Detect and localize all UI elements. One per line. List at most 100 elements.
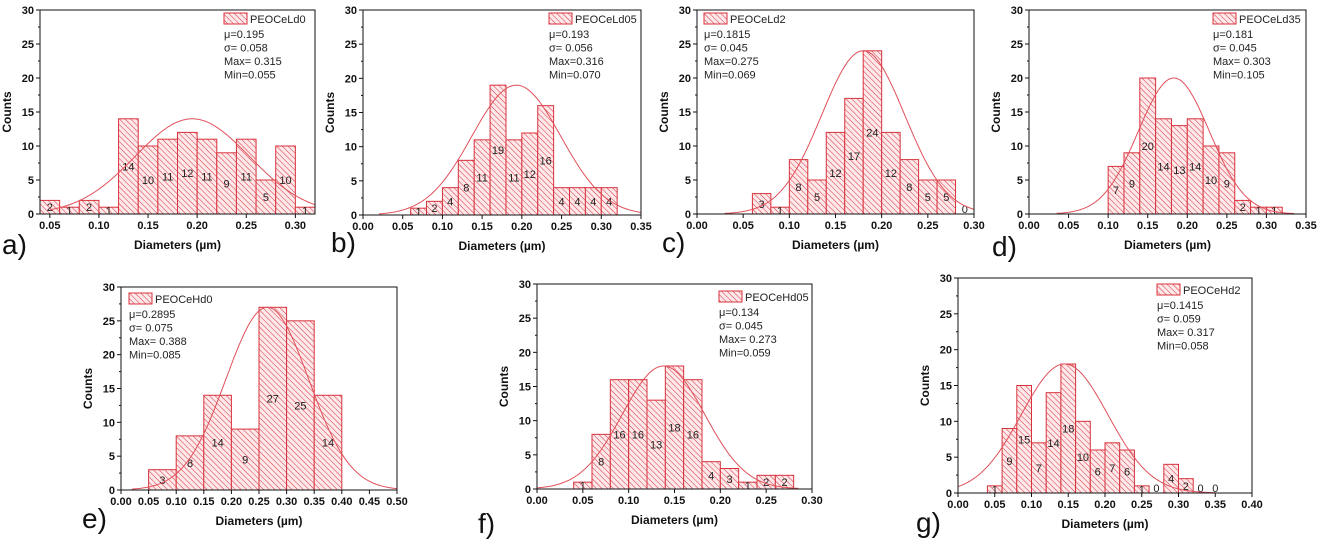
legend-stat: σ= 0.045 xyxy=(719,321,763,333)
y-tick-label: 30 xyxy=(940,273,952,285)
histogram-bar xyxy=(286,320,315,491)
bar-value-label: 8 xyxy=(906,182,912,194)
x-tick-label: 0.35 xyxy=(1205,499,1226,511)
y-tick-label: 0 xyxy=(109,485,115,497)
y-axis-title: Counts xyxy=(81,368,95,410)
bar-value-label: 11 xyxy=(201,172,212,184)
bar-value-label: 17 xyxy=(848,151,860,163)
gaussian-fit-curve xyxy=(536,365,799,489)
legend-swatch xyxy=(718,290,743,303)
gaussian-fit-curve xyxy=(1056,77,1295,214)
bar-value-label: 1 xyxy=(992,484,998,496)
x-tick-label: 0.15 xyxy=(825,220,846,232)
bar-value-label: 11 xyxy=(241,172,252,184)
y-tick-label: 5 xyxy=(351,176,357,188)
x-axis-title: Diameters (µm) xyxy=(134,238,221,252)
x-tick-label: 0.30 xyxy=(1256,220,1277,232)
x-tick-label: 0.10 xyxy=(1021,499,1042,511)
y-tick-label: 10 xyxy=(519,416,531,428)
y-tick-label: 30 xyxy=(345,5,357,17)
y-tick-label: 25 xyxy=(345,39,357,51)
y-tick-label: 10 xyxy=(1011,141,1023,153)
x-tick-label: 0.05 xyxy=(138,496,159,508)
legend-stat: Min=0.105 xyxy=(1213,70,1265,82)
x-tick-label: 0.15 xyxy=(193,496,214,508)
y-tick-label: 15 xyxy=(679,107,691,119)
y-tick-label: 10 xyxy=(679,141,691,153)
x-axis-title: Diameters (µm) xyxy=(1124,238,1211,252)
x-tick-label: 0.00 xyxy=(352,221,373,233)
legend-label: PEOCeLd0 xyxy=(250,14,306,26)
legend-stat: Max= 0.303 xyxy=(1213,56,1271,68)
x-tick-label: 0.25 xyxy=(1216,220,1237,232)
y-tick-label: 30 xyxy=(679,5,691,17)
x-tick-label: 0.10 xyxy=(779,220,800,232)
legend-label: PEOCeLd35 xyxy=(1239,14,1301,26)
y-axis-title: Counts xyxy=(989,91,1003,133)
bar-value-label: 2 xyxy=(1240,202,1246,214)
y-tick-label: 10 xyxy=(22,141,34,153)
legend-stat: Min=0.055 xyxy=(224,70,276,82)
x-tick-label: 0.10 xyxy=(88,220,109,232)
bar-value-label: 16 xyxy=(613,429,625,441)
histogram-bar xyxy=(230,428,260,491)
bar-value-label: 10 xyxy=(1077,452,1089,464)
x-tick-label: 0.30 xyxy=(801,495,822,507)
y-axis-title: Counts xyxy=(323,92,337,134)
legend-stat: Max= 0.273 xyxy=(719,334,777,346)
y-tick-label: 10 xyxy=(103,417,115,429)
histogram-panel: 3 8 14 9 27 25 14 0 5 10 15 20 25 30 0.00 0.05 0.10 0.15 0… xyxy=(81,282,408,534)
x-tick-label: 0.25 xyxy=(917,220,938,232)
bar-value-label: 1 xyxy=(580,481,586,493)
x-tick-label: 0.05 xyxy=(1058,220,1079,232)
bar-value-label: 0 xyxy=(1212,483,1218,495)
y-tick-label: 5 xyxy=(109,451,115,463)
bar-value-label: 11 xyxy=(508,172,519,184)
x-tick-label: 0.45 xyxy=(359,496,380,508)
bar-value-label: 4 xyxy=(708,470,714,482)
legend-label: PEOCeHd05 xyxy=(745,292,809,304)
panel-label: d) xyxy=(992,231,1017,262)
bar-value-label: 3 xyxy=(726,474,732,486)
bar-value-label: 1 xyxy=(106,206,112,218)
x-tick-label: 0.10 xyxy=(165,496,186,508)
y-tick-label: 5 xyxy=(1017,175,1023,187)
y-tick-label: 5 xyxy=(685,175,691,187)
y-tick-label: 5 xyxy=(525,450,531,462)
y-tick-label: 5 xyxy=(28,175,34,187)
bar-value-label: 12 xyxy=(885,168,897,180)
y-tick-label: 20 xyxy=(1011,73,1023,85)
bar-value-label: 16 xyxy=(687,429,699,441)
y-tick-label: 15 xyxy=(940,381,952,393)
x-tick-label: 0.25 xyxy=(755,495,776,507)
bar-value-label: 4 xyxy=(559,196,565,208)
bar-value-label: 5 xyxy=(263,192,269,204)
x-tick-label: 0.15 xyxy=(1137,220,1158,232)
x-tick-label: 0.20 xyxy=(710,495,731,507)
y-tick-label: 30 xyxy=(22,5,34,17)
gaussian-fit-curve xyxy=(131,306,398,490)
bar-value-label: 9 xyxy=(242,455,248,467)
gaussian-fit-curve xyxy=(378,84,642,215)
y-tick-label: 25 xyxy=(22,39,34,51)
bar-value-label: 12 xyxy=(181,168,193,180)
bar-value-label: 10 xyxy=(279,175,291,187)
bar-value-label: 10 xyxy=(1205,175,1217,187)
y-tick-label: 10 xyxy=(940,416,952,428)
y-axis-title: Counts xyxy=(0,91,14,133)
legend-stat: μ=0.1815 xyxy=(704,29,750,41)
x-tick-label: 0.00 xyxy=(947,499,968,511)
x-tick-label: 0.35 xyxy=(1295,220,1316,232)
legend-stat: μ=0.1415 xyxy=(1157,300,1203,312)
y-tick-label: 30 xyxy=(103,282,115,294)
x-tick-label: 0.05 xyxy=(732,220,753,232)
bar-value-label: 14 xyxy=(211,438,223,450)
bar-value-label: 3 xyxy=(159,475,165,487)
legend-stat: Max= 0.315 xyxy=(224,56,282,68)
y-tick-label: 25 xyxy=(940,309,952,321)
legend-stat: μ=0.2895 xyxy=(129,309,175,321)
legend-stat: σ= 0.045 xyxy=(1213,43,1257,55)
bar-value-label: 8 xyxy=(598,457,604,469)
panel-label: g) xyxy=(916,507,941,538)
